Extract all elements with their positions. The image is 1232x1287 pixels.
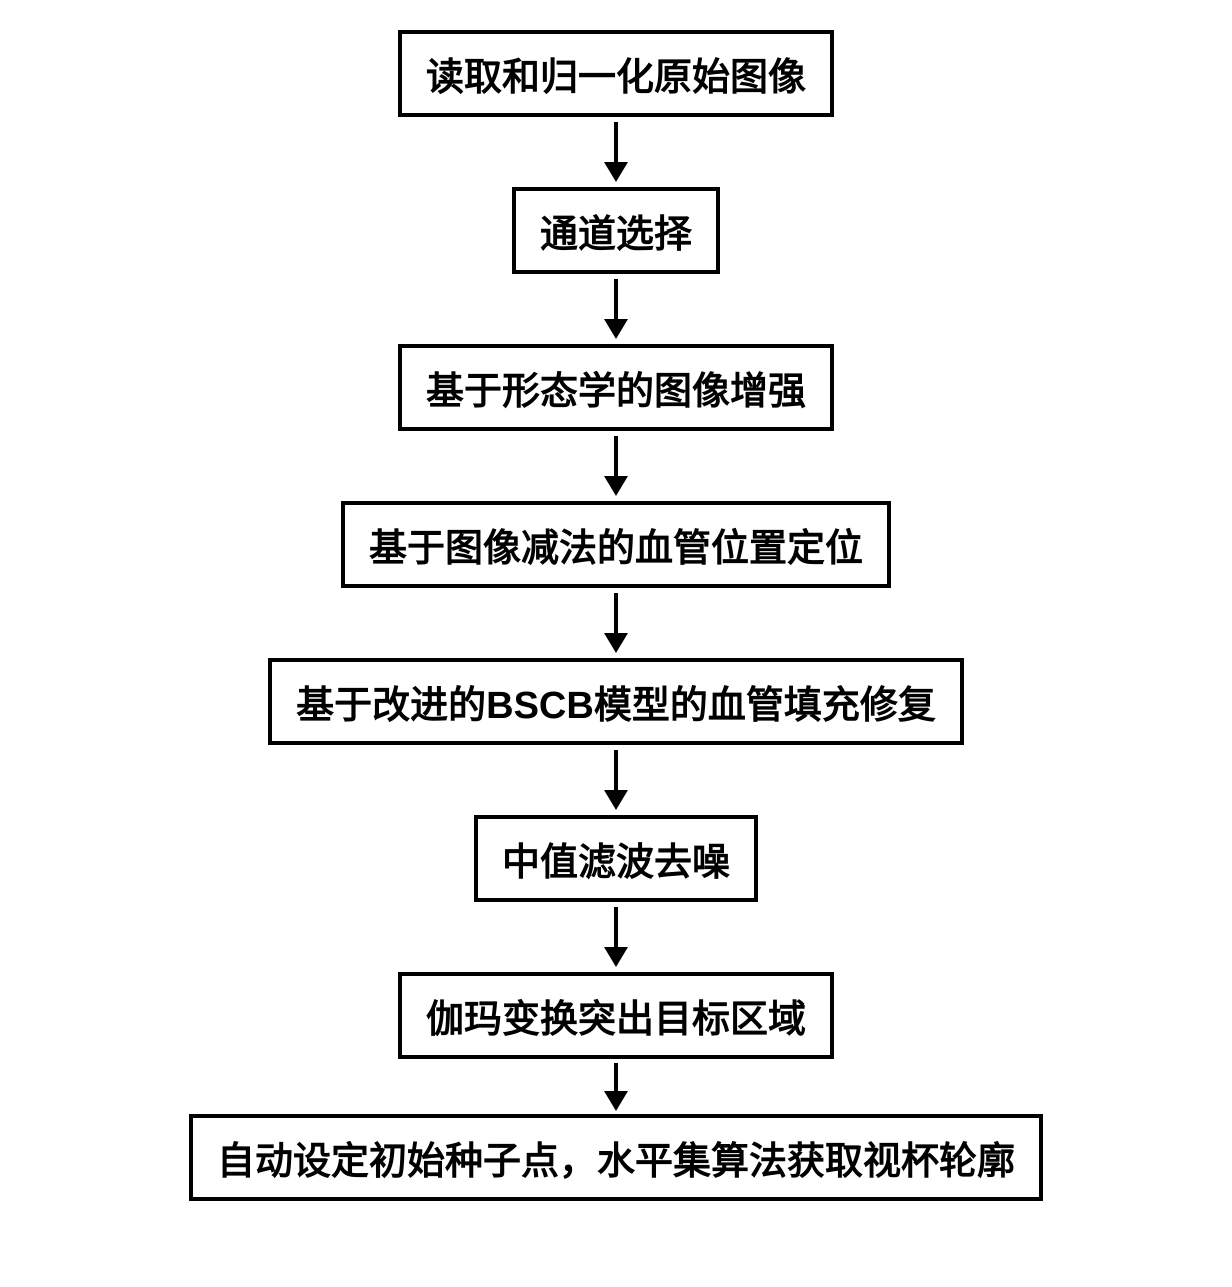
flowchart-arrow-2: [604, 274, 628, 344]
flowchart-container: 读取和归一化原始图像 通道选择 基于形态学的图像增强 基于图像减法的血管位置定位…: [189, 30, 1043, 1201]
flowchart-node-5: 基于改进的BSCB模型的血管填充修复: [268, 658, 964, 745]
flowchart-node-1: 读取和归一化原始图像: [398, 30, 834, 117]
arrow-line: [614, 907, 618, 947]
arrow-line: [614, 593, 618, 633]
arrow-head-icon: [604, 162, 628, 182]
flowchart-node-7: 伽玛变换突出目标区域: [398, 972, 834, 1059]
flowchart-node-3: 基于形态学的图像增强: [398, 344, 834, 431]
flowchart-arrow-4: [604, 588, 628, 658]
arrow-line: [614, 436, 618, 476]
arrow-line: [614, 279, 618, 319]
flowchart-arrow-1: [604, 117, 628, 187]
flowchart-arrow-6: [604, 902, 628, 972]
flowchart-node-2: 通道选择: [512, 187, 720, 274]
flowchart-arrow-7: [604, 1059, 628, 1114]
arrow-head-icon: [604, 633, 628, 653]
arrow-line: [614, 1063, 618, 1091]
arrow-head-icon: [604, 319, 628, 339]
arrow-line: [614, 122, 618, 162]
arrow-line: [614, 750, 618, 790]
arrow-head-icon: [604, 1091, 628, 1111]
flowchart-node-8: 自动设定初始种子点，水平集算法获取视杯轮廓: [189, 1114, 1043, 1201]
flowchart-node-4: 基于图像减法的血管位置定位: [341, 501, 891, 588]
arrow-head-icon: [604, 790, 628, 810]
arrow-head-icon: [604, 476, 628, 496]
arrow-head-icon: [604, 947, 628, 967]
flowchart-node-6: 中值滤波去噪: [474, 815, 758, 902]
flowchart-arrow-5: [604, 745, 628, 815]
flowchart-arrow-3: [604, 431, 628, 501]
